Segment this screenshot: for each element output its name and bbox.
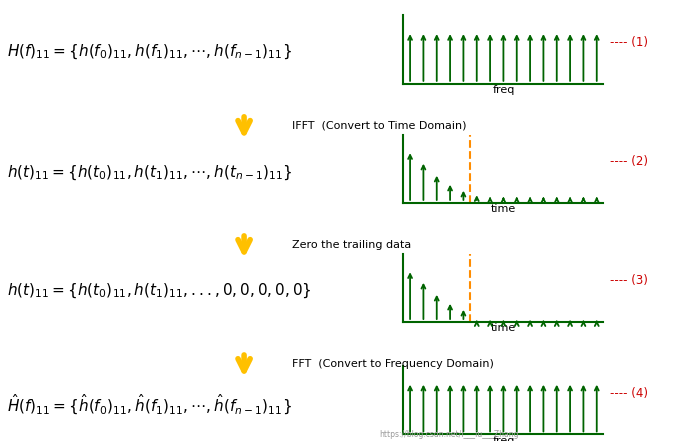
Text: ---- (3): ---- (3): [610, 274, 648, 288]
Text: ---- (2): ---- (2): [610, 155, 648, 168]
Text: ---- (1): ---- (1): [610, 36, 648, 49]
Text: $H(f)_{11} = \{h(f_0)_{11}, h(f_1)_{11}, \cdots, h(f_{n-1})_{11}\}$: $H(f)_{11} = \{h(f_0)_{11}, h(f_1)_{11},…: [7, 43, 292, 61]
Text: IFFT  (Convert to Time Domain): IFFT (Convert to Time Domain): [292, 121, 466, 131]
Text: ---- (4): ---- (4): [610, 387, 648, 400]
X-axis label: time: time: [491, 323, 516, 333]
Text: $h(t)_{11} = \{h(t_0)_{11}, h(t_1)_{11}, ..., 0, 0, 0, 0, 0\}$: $h(t)_{11} = \{h(t_0)_{11}, h(t_1)_{11},…: [7, 282, 311, 300]
Text: https://blog.csdn.net/l___iu___Zhang: https://blog.csdn.net/l___iu___Zhang: [380, 430, 519, 439]
X-axis label: freq: freq: [492, 436, 515, 441]
X-axis label: freq: freq: [492, 85, 515, 95]
Text: $\hat{H}(f)_{11} = \{\hat{h}(f_0)_{11}, \hat{h}(f_1)_{11}, \cdots, \hat{h}(f_{n-: $\hat{H}(f)_{11} = \{\hat{h}(f_0)_{11}, …: [7, 392, 292, 417]
Text: Zero the trailing data: Zero the trailing data: [292, 240, 411, 250]
X-axis label: time: time: [491, 204, 516, 214]
Text: $h(t)_{11} = \{h(t_0)_{11}, h(t_1)_{11}, \cdots, h(t_{n-1})_{11}\}$: $h(t)_{11} = \{h(t_0)_{11}, h(t_1)_{11},…: [7, 164, 292, 182]
Text: FFT  (Convert to Frequency Domain): FFT (Convert to Frequency Domain): [292, 359, 494, 369]
